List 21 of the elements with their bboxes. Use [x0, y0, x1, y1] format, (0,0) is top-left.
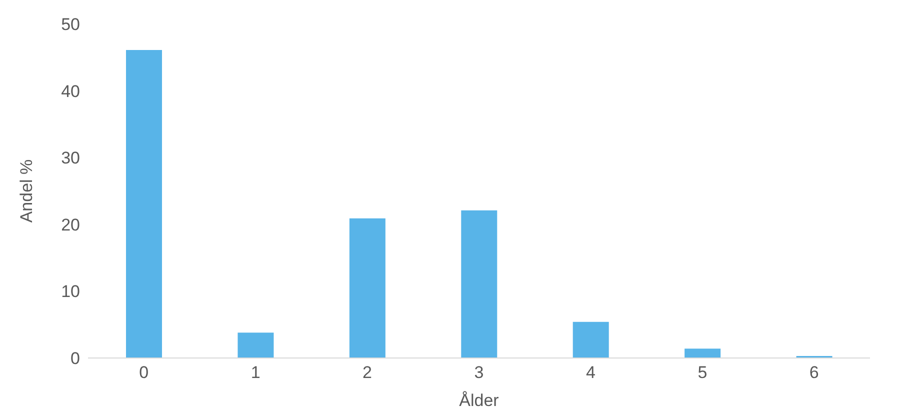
x-axis-title: Ålder — [459, 391, 500, 410]
bar — [126, 50, 162, 358]
bar — [684, 348, 721, 358]
x-tick-label: 3 — [474, 363, 484, 382]
x-tick-label: 0 — [139, 363, 149, 382]
y-tick-label: 10 — [61, 282, 80, 302]
y-tick-label: 0 — [70, 349, 80, 368]
bar — [461, 210, 498, 358]
y-tick-label: 20 — [61, 215, 80, 234]
y-tick-label: 40 — [61, 82, 80, 101]
bar — [238, 332, 274, 358]
y-tick-label: 30 — [61, 148, 80, 168]
x-tick-label: 2 — [362, 363, 372, 382]
y-axis-title: Andel % — [17, 159, 36, 223]
x-tick-label: 6 — [809, 363, 819, 382]
bar — [349, 218, 386, 358]
x-tick-label: 4 — [586, 363, 596, 382]
x-tick-label: 5 — [698, 363, 708, 382]
x-tick-label: 1 — [250, 363, 260, 382]
bar — [572, 322, 609, 358]
y-tick-label: 50 — [61, 15, 80, 34]
